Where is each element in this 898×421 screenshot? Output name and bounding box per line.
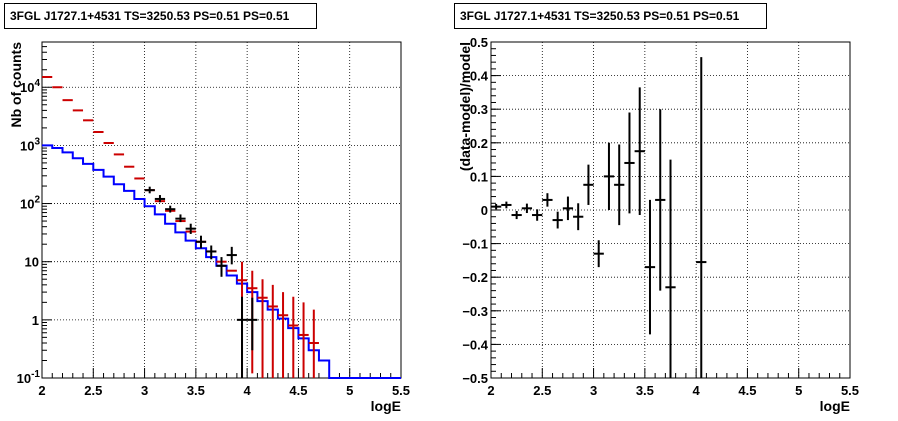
x-tick-label: 4.5 xyxy=(738,383,756,398)
residuals-plot: 3FGL J1727.1+4531 TS=3250.53 PS=0.51 PS=… xyxy=(449,0,898,421)
counts-plot: 3FGL J1727.1+4531 TS=3250.53 PS=0.51 PS=… xyxy=(4,3,410,414)
plot-frame xyxy=(41,41,402,379)
x-tick-label: 4 xyxy=(693,383,701,398)
x-tick-label: 2.5 xyxy=(84,383,102,398)
x-tick-label: 5.5 xyxy=(841,383,859,398)
x-tick-label: 3.5 xyxy=(636,383,654,398)
y-tick-label: −0.3 xyxy=(462,304,488,319)
y-tick-label: 0.5 xyxy=(470,35,488,50)
x-tick-label: 2 xyxy=(487,383,494,398)
x-tick-label: 4.5 xyxy=(289,383,307,398)
y-tick-label: 0.3 xyxy=(470,102,488,117)
y-tick-label: 1 xyxy=(32,313,39,328)
x-axis-title: logE xyxy=(820,398,850,414)
y-tick-label: 0 xyxy=(481,203,488,218)
x-tick-label: 5 xyxy=(795,383,802,398)
x-tick-label: 4 xyxy=(244,383,252,398)
x-tick-label: 5 xyxy=(346,383,353,398)
y-tick-label: 0.2 xyxy=(470,136,488,151)
x-tick-label: 3 xyxy=(141,383,148,398)
x-tick-label: 2.5 xyxy=(533,383,551,398)
chart-title: 3FGL J1727.1+4531 TS=3250.53 PS=0.51 PS=… xyxy=(454,3,767,29)
y-tick-label: −0.2 xyxy=(462,270,488,285)
y-tick-label: −0.1 xyxy=(462,237,488,252)
y-tick-label: −0.5 xyxy=(462,371,488,386)
x-tick-label: 2 xyxy=(38,383,45,398)
y-tick-label: 10-1 xyxy=(17,369,41,386)
chart-title: 3FGL J1727.1+4531 TS=3250.53 PS=0.51 PS=… xyxy=(4,3,317,29)
x-tick-label: 3.5 xyxy=(187,383,205,398)
y-tick-label: 103 xyxy=(20,136,40,153)
x-axis-title: logE xyxy=(371,398,401,414)
y-axis-title: Nb of counts xyxy=(8,42,24,128)
y-axis-title: (data-model)/model xyxy=(457,42,473,171)
y-tick-label: −0.4 xyxy=(462,337,488,352)
y-tick-label: 10 xyxy=(25,255,39,270)
y-tick-label: 102 xyxy=(20,195,40,212)
y-tick-label: 0.4 xyxy=(470,69,489,84)
y-tick-label: 0.1 xyxy=(470,169,488,184)
x-tick-label: 5.5 xyxy=(392,383,410,398)
x-tick-label: 3 xyxy=(590,383,597,398)
